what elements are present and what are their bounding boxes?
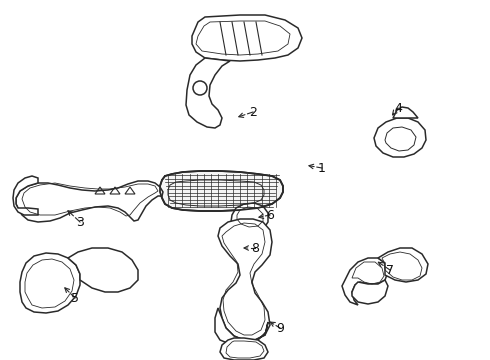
Text: 1: 1 <box>318 162 326 175</box>
Polygon shape <box>13 176 38 215</box>
Text: 9: 9 <box>276 321 284 334</box>
Polygon shape <box>378 248 428 282</box>
Polygon shape <box>215 308 268 344</box>
Text: 8: 8 <box>251 242 259 255</box>
Text: 6: 6 <box>266 208 274 221</box>
Polygon shape <box>68 248 138 292</box>
Polygon shape <box>218 219 272 340</box>
Text: 5: 5 <box>71 292 79 305</box>
Circle shape <box>193 81 207 95</box>
Polygon shape <box>342 258 388 305</box>
Text: 4: 4 <box>394 102 402 114</box>
Polygon shape <box>20 253 80 313</box>
Polygon shape <box>220 338 268 360</box>
Polygon shape <box>374 118 426 157</box>
Polygon shape <box>192 15 302 61</box>
Polygon shape <box>186 58 230 128</box>
Polygon shape <box>352 280 388 304</box>
Text: 2: 2 <box>249 105 257 118</box>
Polygon shape <box>231 203 268 231</box>
Polygon shape <box>16 181 163 222</box>
Text: 3: 3 <box>76 216 84 229</box>
Polygon shape <box>393 107 418 118</box>
Polygon shape <box>160 171 283 211</box>
Text: 7: 7 <box>386 264 394 276</box>
